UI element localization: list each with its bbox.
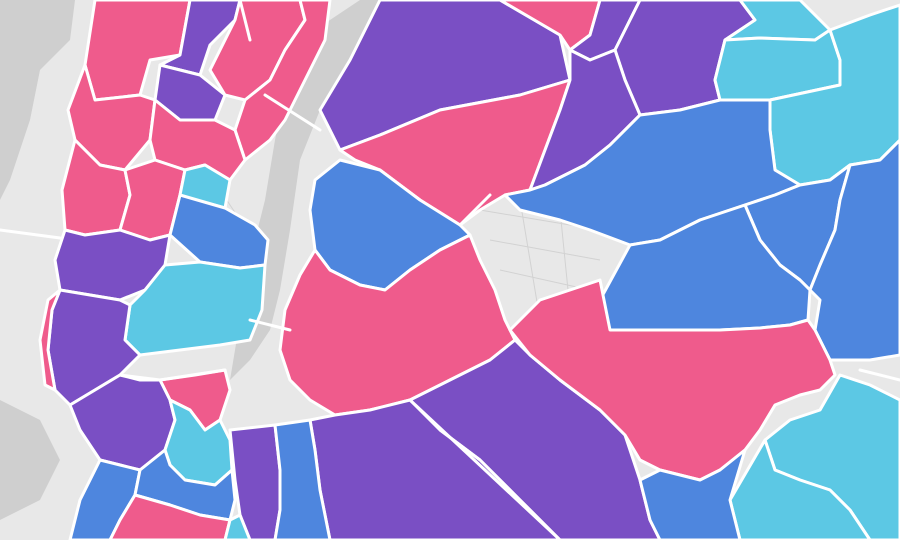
region-pink[interactable]	[66, 63, 157, 172]
region-blue[interactable]	[638, 448, 747, 540]
river-water	[230, 0, 380, 380]
river-water	[0, 0, 75, 200]
region-cyan[interactable]	[223, 513, 252, 540]
region-blue[interactable]	[273, 418, 332, 540]
bay-water	[0, 400, 60, 520]
region-pink[interactable]	[508, 278, 837, 482]
region-pink[interactable]	[38, 288, 62, 392]
regions-layer	[38, 0, 900, 540]
